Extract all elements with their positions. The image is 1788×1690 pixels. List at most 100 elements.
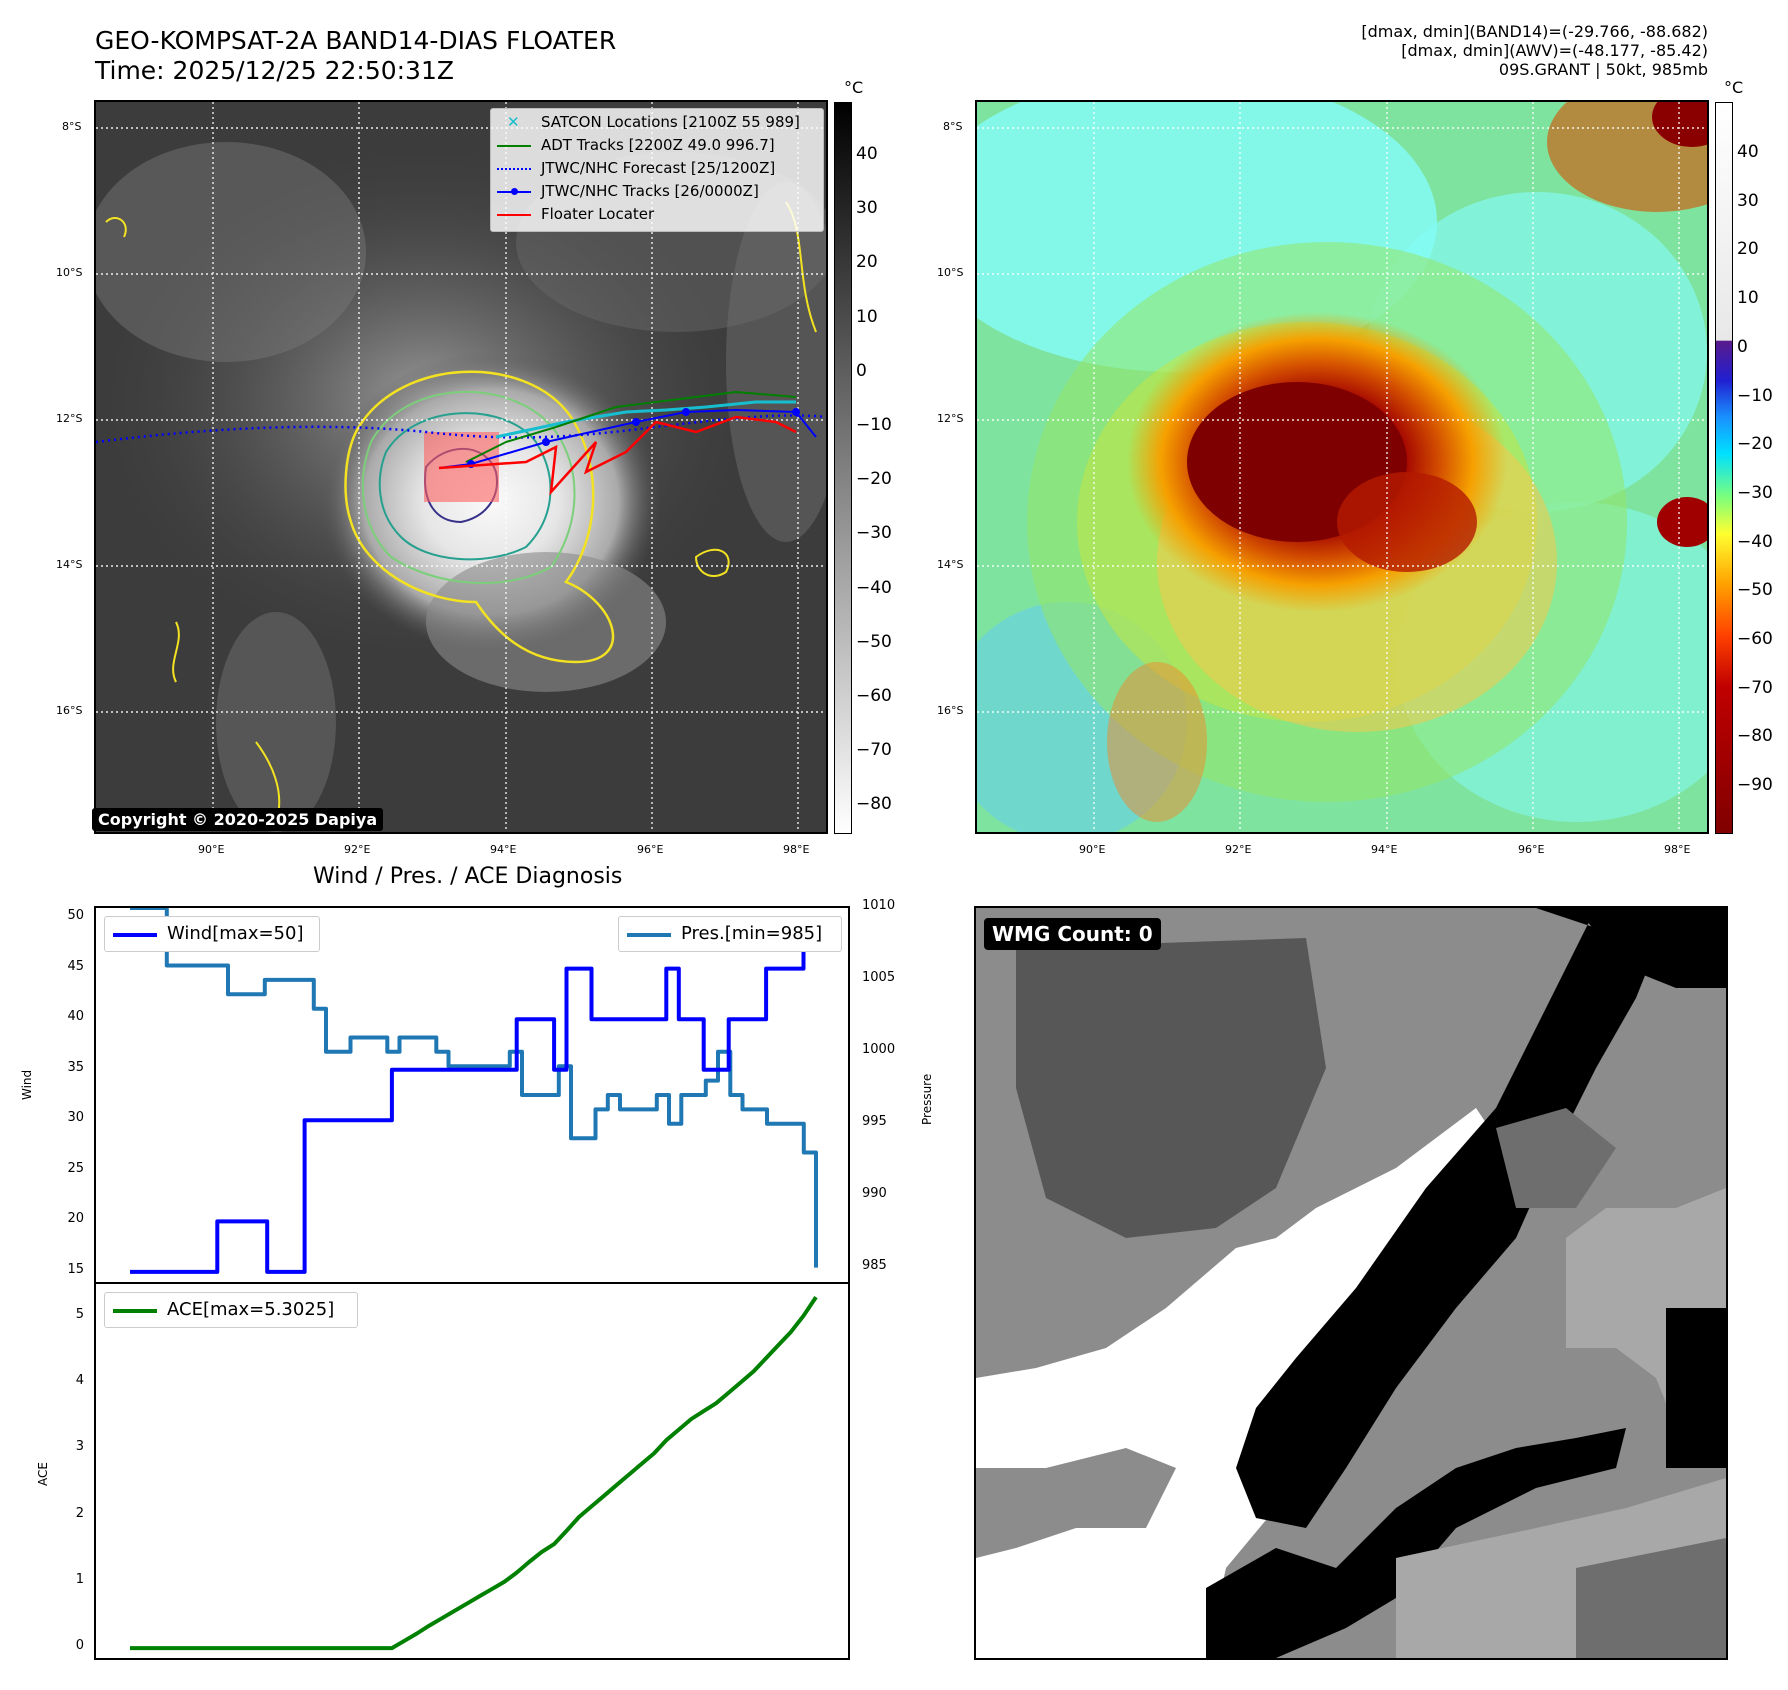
pressure-legend-line-icon bbox=[627, 933, 671, 937]
colorbar-tick: −60 bbox=[1737, 629, 1773, 649]
lat-label-12s: 12°S bbox=[56, 412, 83, 425]
colorbar-tick: 10 bbox=[1737, 288, 1759, 309]
ace-legend-line-icon bbox=[113, 1309, 157, 1313]
legend-adt-label: ADT Tracks [2200Z 49.0 996.7] bbox=[541, 136, 775, 154]
storm-info: 09S.GRANT | 50kt, 985mb bbox=[1498, 60, 1708, 79]
wind-legend-label: Wind[max=50] bbox=[167, 923, 304, 944]
colorbar-tick: −30 bbox=[1737, 482, 1773, 503]
lat-label-16s-right: 16°S bbox=[937, 704, 964, 717]
colorbar-right-unit: °C bbox=[1724, 78, 1744, 97]
y-tick-label: 5 bbox=[75, 1307, 84, 1323]
colorbar-tick: −80 bbox=[1737, 726, 1773, 747]
colorbar-tick: 0 bbox=[1737, 336, 1748, 357]
y-tick-label: 15 bbox=[67, 1261, 84, 1277]
colorbar-tick: −50 bbox=[1737, 580, 1773, 601]
dmax-band14: [dmax, dmin](BAND14)=(-29.766, -88.682) bbox=[1361, 22, 1708, 41]
lon-label-92e: 92°E bbox=[344, 843, 371, 856]
lat-label-10s-right: 10°S bbox=[937, 266, 964, 279]
lon-label-96e: 96°E bbox=[637, 843, 664, 856]
map-legend: ✕ SATCON Locations [2100Z 55 989] ADT Tr… bbox=[490, 108, 824, 232]
y-tick-label: 2 bbox=[75, 1505, 84, 1521]
enhanced-ir-map-panel bbox=[975, 100, 1709, 834]
y2-tick-label: 1005 bbox=[862, 969, 896, 985]
y-tick-label: 1 bbox=[75, 1571, 84, 1587]
ace-axis-label: ACE bbox=[36, 1462, 50, 1486]
lon-label-96e-right: 96°E bbox=[1518, 843, 1545, 856]
header-info: [dmax, dmin](BAND14)=(-29.766, -88.682) … bbox=[1361, 22, 1708, 79]
colorbar-tick: 30 bbox=[1737, 190, 1759, 211]
lat-label-14s: 14°S bbox=[56, 558, 83, 571]
lon-label-98e: 98°E bbox=[783, 843, 810, 856]
colorbar-tick: −70 bbox=[856, 740, 892, 761]
colorbar-tick: −40 bbox=[1737, 531, 1773, 552]
wind-axis-label: Wind bbox=[20, 1070, 34, 1100]
y2-tick-label: 1010 bbox=[862, 898, 896, 913]
ace-legend: ACE[max=5.3025] bbox=[104, 1292, 358, 1328]
ace-legend-label: ACE[max=5.3025] bbox=[167, 1299, 335, 1320]
lon-label-98e-right: 98°E bbox=[1664, 843, 1691, 856]
tracks-dot-icon bbox=[511, 188, 518, 195]
colorbar-tick: 40 bbox=[1737, 142, 1759, 162]
colorbar-left-unit: °C bbox=[844, 78, 864, 97]
pressure-axis-label-text: Pressure bbox=[920, 1073, 934, 1125]
ir-map bbox=[96, 102, 826, 832]
wind-series-line bbox=[130, 916, 816, 1274]
colorbar-tick: −10 bbox=[1737, 385, 1773, 406]
lat-label-10s: 10°S bbox=[56, 266, 83, 279]
title-line-2: Time: 2025/12/25 22:50:31Z bbox=[95, 56, 454, 85]
forecast-dotted-icon bbox=[497, 168, 531, 170]
y-tick-label: 35 bbox=[67, 1059, 84, 1075]
colorbar-tick: 0 bbox=[856, 360, 867, 381]
wind-axis-label-text: Wind bbox=[20, 1069, 34, 1100]
colorbar-tick: 30 bbox=[856, 198, 878, 219]
colorbar-tick: −20 bbox=[856, 469, 892, 490]
colorbar-tick: −40 bbox=[856, 577, 892, 598]
y-tick-label: 40 bbox=[67, 1009, 84, 1025]
ace-axis-label-text: ACE bbox=[36, 1462, 50, 1486]
y-tick-label: 25 bbox=[67, 1160, 84, 1176]
wind-pressure-chart bbox=[130, 908, 818, 1274]
colorbar-tick: 40 bbox=[856, 144, 878, 164]
colorbar-tick: −60 bbox=[856, 686, 892, 706]
colorbar-tick: −80 bbox=[856, 794, 892, 815]
legend-satcon-label: SATCON Locations [2100Z 55 989] bbox=[541, 113, 800, 131]
y-tick-label: 45 bbox=[67, 958, 84, 974]
adt-line-icon bbox=[497, 145, 531, 147]
wind-pressure-panel bbox=[94, 906, 850, 1284]
colorbar-tick: −20 bbox=[1737, 434, 1773, 455]
y-tick-label: 30 bbox=[67, 1110, 84, 1126]
wmg-count-badge: WMG Count: 0 bbox=[984, 918, 1161, 950]
pressure-legend: Pres.[min=985] bbox=[618, 916, 842, 952]
pressure-axis-label: Pressure bbox=[920, 1074, 934, 1125]
y-tick-label: 20 bbox=[67, 1211, 84, 1227]
y2-tick-label: 1000 bbox=[862, 1041, 896, 1057]
y2-tick-label: 995 bbox=[862, 1113, 887, 1129]
enhanced-ir-map bbox=[977, 102, 1707, 832]
y-tick-label: 0 bbox=[75, 1638, 84, 1654]
lon-label-94e-right: 94°E bbox=[1371, 843, 1398, 856]
colorbar-tick: −70 bbox=[1737, 677, 1773, 698]
colorbar-tick: 10 bbox=[856, 306, 878, 327]
wmg-panel bbox=[974, 906, 1728, 1660]
y-tick-label: 50 bbox=[67, 908, 84, 924]
legend-forecast-label: JTWC/NHC Forecast [25/1200Z] bbox=[541, 159, 776, 177]
lat-label-12s-right: 12°S bbox=[937, 412, 964, 425]
ace-series-line bbox=[130, 1295, 818, 1651]
colorbar-tick: −90 bbox=[1737, 775, 1773, 796]
lon-label-90e: 90°E bbox=[198, 843, 225, 856]
diagnosis-title: Wind / Pres. / ACE Diagnosis bbox=[313, 864, 623, 889]
colorbar-tick: 20 bbox=[1737, 239, 1759, 260]
y-tick-label: 4 bbox=[75, 1373, 84, 1389]
colorbar-tick: −30 bbox=[856, 523, 892, 544]
legend-floater-label: Floater Locater bbox=[541, 205, 655, 223]
colorbar-left bbox=[834, 102, 852, 834]
y-tick-label: 3 bbox=[75, 1439, 84, 1455]
wind-legend-line-icon bbox=[113, 933, 157, 937]
ace-chart bbox=[130, 1295, 818, 1651]
copyright-badge: Copyright © 2020-2025 Dapiya bbox=[92, 808, 384, 831]
dmax-awv: [dmax, dmin](AWV)=(-48.177, -85.42) bbox=[1401, 41, 1708, 60]
ace-panel bbox=[94, 1282, 850, 1660]
lon-label-90e-right: 90°E bbox=[1079, 843, 1106, 856]
satcon-marker-icon: ✕ bbox=[507, 113, 520, 131]
wmg-map bbox=[976, 908, 1726, 1658]
